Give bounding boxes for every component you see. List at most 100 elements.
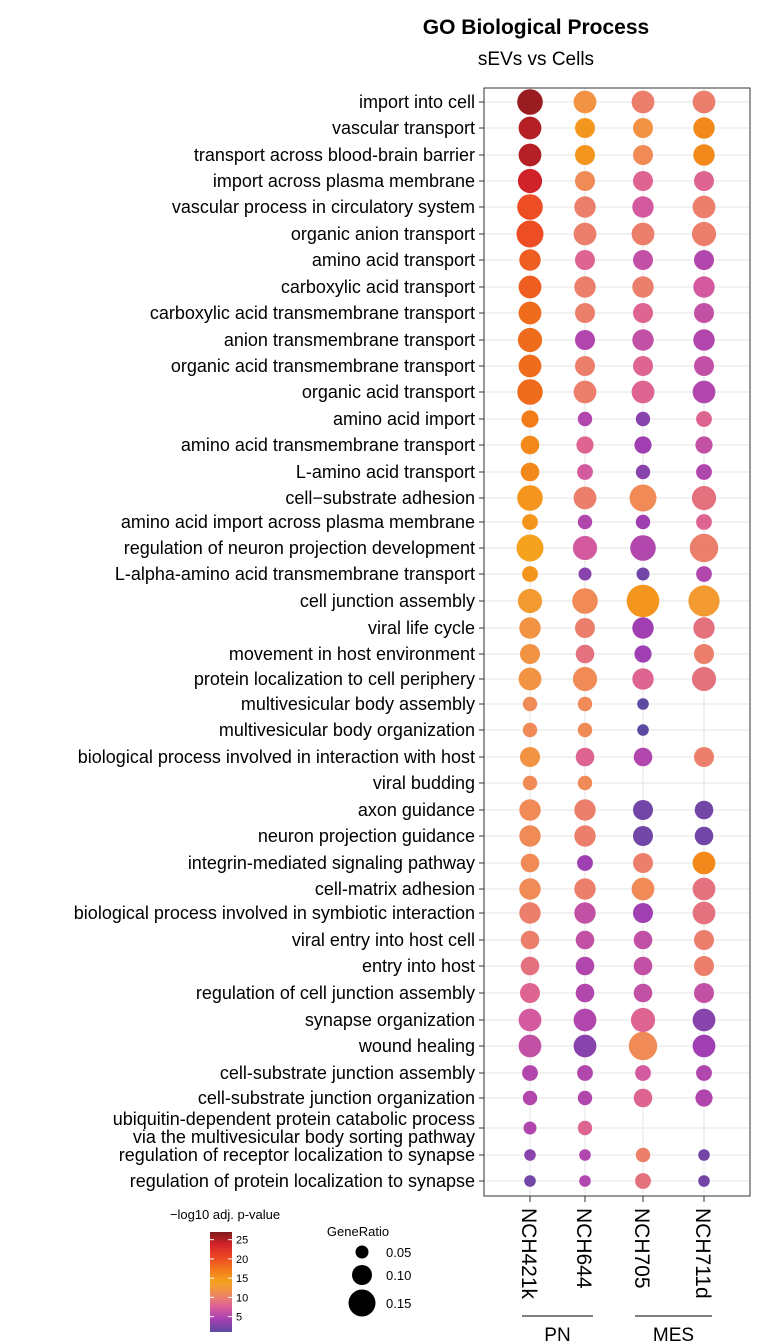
dot-point: [578, 567, 592, 581]
term-label: via the multivesicular body sorting path…: [133, 1127, 475, 1147]
dot-point: [633, 118, 653, 138]
dot-point: [632, 196, 654, 218]
dot-point: [695, 436, 713, 454]
dot-point: [691, 221, 717, 247]
dot-point: [522, 1090, 538, 1106]
dot-point: [517, 588, 543, 614]
term-label: L-alpha-amino acid transmembrane transpo…: [115, 564, 475, 584]
dot-point: [688, 585, 720, 617]
dot-point: [574, 799, 596, 821]
dot-point: [693, 117, 715, 139]
dot-point: [691, 666, 717, 692]
dot-point: [694, 983, 714, 1003]
dot-point: [522, 722, 538, 738]
dot-point: [577, 696, 593, 712]
dot-point: [517, 194, 543, 220]
term-label: amino acid import across plasma membrane: [121, 512, 475, 532]
dot-point: [696, 411, 712, 427]
dot-point: [630, 535, 656, 561]
dot-point: [633, 853, 653, 873]
dot-point: [519, 799, 541, 821]
dot-point: [575, 303, 595, 323]
dot-point: [626, 584, 660, 618]
dot-point: [575, 171, 595, 191]
dot-point: [628, 1031, 658, 1061]
dot-point: [575, 250, 595, 270]
dot-point: [517, 89, 543, 115]
dot-point: [694, 800, 714, 820]
dot-point: [633, 171, 653, 191]
dot-point: [692, 380, 716, 404]
dot-point: [519, 878, 541, 900]
dot-point: [575, 930, 595, 950]
dot-point: [520, 983, 540, 1003]
term-label: viral entry into host cell: [292, 930, 475, 950]
term-label: viral life cycle: [368, 618, 475, 638]
dot-point: [633, 930, 653, 950]
dot-point: [575, 956, 595, 976]
dot-point: [574, 276, 596, 298]
dot-point: [633, 145, 653, 165]
dot-point: [693, 276, 715, 298]
dot-point: [689, 533, 719, 563]
color-legend-tick-label: 25: [236, 1235, 248, 1247]
dot-point: [692, 851, 716, 875]
dot-point: [694, 747, 714, 767]
dot-point: [633, 747, 653, 767]
dot-point: [698, 1149, 710, 1161]
dot-point: [635, 464, 651, 480]
term-label: vascular transport: [332, 118, 475, 138]
term-label: carboxylic acid transport: [281, 277, 475, 297]
dot-point: [693, 329, 715, 351]
dot-point: [517, 327, 543, 353]
term-label: cell junction assembly: [300, 591, 475, 611]
size-legend-dot: [355, 1245, 369, 1259]
term-label: regulation of neuron projection developm…: [124, 538, 475, 558]
dot-point: [516, 534, 544, 562]
dot-point: [574, 878, 596, 900]
term-label: multivesicular body organization: [219, 720, 475, 740]
dot-point: [573, 380, 597, 404]
term-label: vascular process in circulatory system: [172, 197, 475, 217]
term-label: organic acid transmembrane transport: [171, 356, 475, 376]
term-label: neuron projection guidance: [258, 826, 475, 846]
dot-point: [632, 329, 654, 351]
y-axis-ticks: [479, 101, 484, 1182]
color-legend-tick-label: 10: [236, 1292, 248, 1304]
sample-label: NCH421k: [517, 1208, 540, 1300]
term-label: organic acid transport: [302, 382, 475, 402]
dot-point: [637, 698, 649, 710]
term-label: amino acid import: [333, 409, 475, 429]
dot-point: [518, 667, 542, 691]
dot-point: [694, 356, 714, 376]
dot-point: [575, 644, 595, 664]
dot-point: [694, 930, 714, 950]
dot-point: [633, 1088, 653, 1108]
dot-point: [635, 411, 651, 427]
term-label: protein localization to cell periphery: [194, 669, 475, 689]
dot-point: [520, 435, 540, 455]
size-legend-entries: 0.05 0.10 0.15: [348, 1245, 411, 1317]
dot-point: [577, 464, 593, 480]
dot-point: [518, 275, 542, 299]
dot-point: [517, 379, 543, 405]
dot-point: [573, 222, 597, 246]
dot-point: [633, 826, 653, 846]
dot-point: [631, 380, 655, 404]
chart-title: GO Biological Process: [423, 16, 649, 39]
dot-point: [631, 222, 655, 246]
dot-point: [573, 486, 597, 510]
size-legend-label: 0.15: [386, 1296, 411, 1311]
dot-point: [523, 1121, 537, 1135]
color-legend-bar: [210, 1232, 232, 1332]
chart-subtitle: sEVs vs Cells: [478, 49, 594, 70]
dot-point: [631, 877, 655, 901]
dot-point: [696, 514, 712, 530]
dot-point: [518, 116, 542, 140]
term-label: multivesicular body assembly: [241, 694, 475, 714]
term-label: entry into host: [362, 956, 475, 976]
dot-point: [577, 1120, 593, 1136]
dot-point: [696, 1065, 712, 1081]
term-label: import across plasma membrane: [213, 171, 475, 191]
